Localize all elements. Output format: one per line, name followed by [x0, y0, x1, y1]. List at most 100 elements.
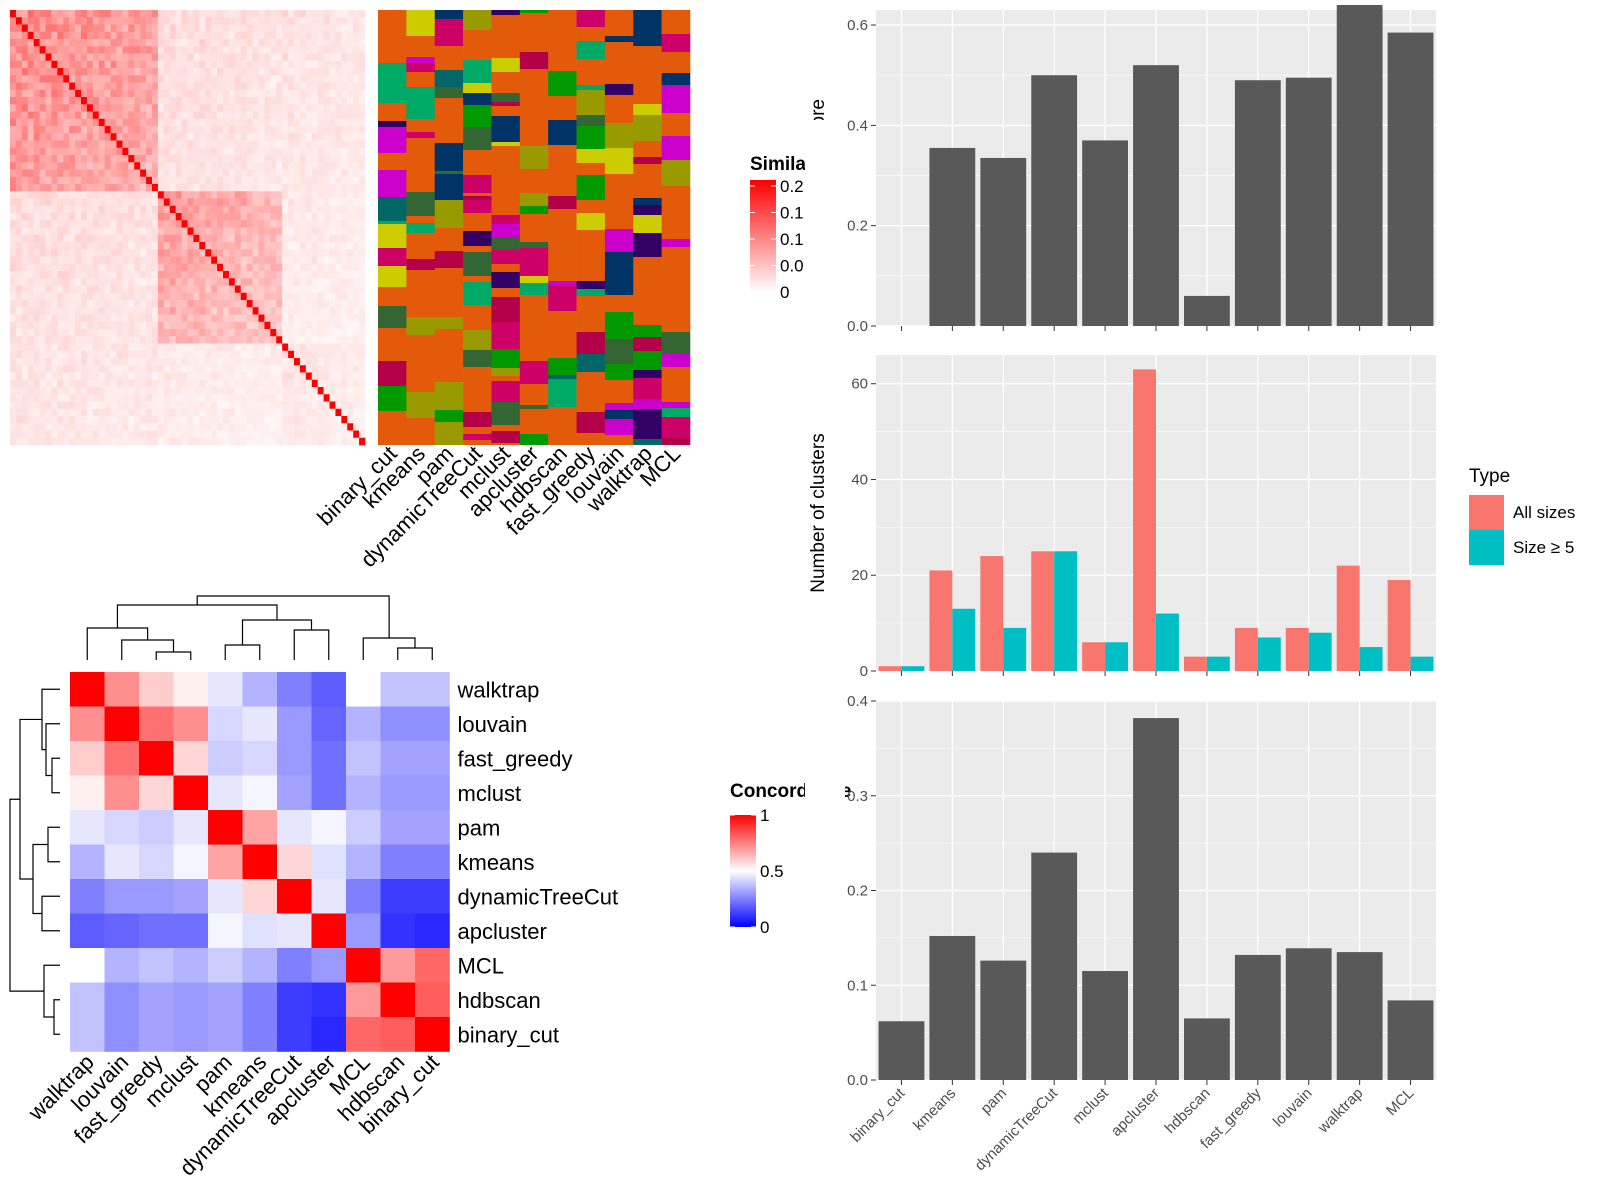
similarity-cell [323, 234, 330, 243]
similarity-cell [341, 408, 348, 417]
similarity-cell [335, 307, 342, 315]
similarity-cell [33, 10, 40, 18]
similarity-cell [75, 372, 82, 381]
similarity-cell [116, 300, 123, 308]
similarity-cell [223, 31, 230, 40]
concordance-cell [242, 810, 278, 845]
similarity-cell [181, 416, 188, 424]
similarity-cell [311, 133, 318, 141]
similarity-cell [341, 379, 348, 388]
similarity-cell [75, 155, 82, 163]
cluster-label-cell [633, 141, 662, 157]
similarity-cell [228, 10, 236, 18]
similarity-cell [21, 271, 29, 279]
similarity-cell [81, 234, 88, 243]
similarity-cell [175, 39, 182, 47]
concordance-cell [415, 879, 450, 914]
similarity-cell [116, 31, 123, 40]
similarity-cell [341, 133, 348, 141]
similarity-cell [98, 350, 105, 359]
similarity-cell [187, 249, 194, 257]
similarity-cell [157, 198, 165, 207]
similarity-cell [299, 53, 307, 62]
similarity-cell [98, 372, 105, 381]
similarity-cell [276, 401, 283, 410]
similarity-cell [217, 53, 224, 62]
similarity-cell [157, 176, 165, 185]
similarity-cell [69, 365, 76, 373]
similarity-cell [264, 242, 271, 250]
similarity-cell [359, 220, 366, 228]
similarity-cell [104, 198, 111, 207]
concordance-cell [139, 672, 174, 707]
similarity-cell [146, 256, 153, 265]
similarity-cell [157, 423, 165, 431]
similarity-cell [116, 104, 123, 112]
similarity-cell [211, 89, 218, 98]
similarity-cell [51, 321, 58, 330]
similarity-cell [223, 358, 230, 366]
similarity-cell [223, 68, 230, 76]
similarity-cell [75, 68, 82, 76]
cluster-label-cell [661, 293, 691, 311]
dendrogram-branch [19, 718, 42, 880]
similarity-cell [86, 234, 94, 243]
cluster-label-cell [434, 143, 464, 162]
cluster-label-cell [406, 259, 436, 270]
similarity-cell [45, 155, 52, 163]
concordance-cell [104, 741, 140, 776]
similarity-cell [234, 379, 242, 388]
similarity-cell [63, 408, 70, 417]
similarity-cell [211, 430, 218, 439]
similarity-cell [45, 24, 52, 33]
similarity-cell [223, 39, 230, 47]
similarity-cell [199, 242, 206, 250]
similarity-cell [175, 24, 182, 33]
similarity-cell [21, 285, 29, 294]
bar-binary_cut-all-sizes [878, 666, 902, 671]
cluster-label-cell [661, 402, 691, 408]
similarity-cell [92, 140, 100, 149]
cluster-label-cell [548, 351, 577, 358]
similarity-cell [223, 278, 230, 286]
similarity-cell [181, 191, 188, 199]
similarity-cell [104, 227, 111, 236]
similarity-cell [175, 394, 182, 402]
concordance-cell [311, 982, 347, 1018]
similarity-cell [81, 89, 88, 98]
cluster-label-cell [604, 419, 634, 435]
similarity-cell [199, 191, 206, 199]
similarity-cell [234, 31, 242, 40]
similarity-cell [51, 176, 58, 185]
similarity-cell [311, 314, 318, 323]
similarity-cell [57, 292, 64, 301]
similarity-cell [294, 416, 301, 424]
similarity-cell [323, 205, 330, 214]
similarity-cell [317, 430, 324, 439]
similarity-cell [122, 263, 129, 272]
similarity-cell [63, 372, 70, 381]
concordance-cell [104, 775, 140, 811]
similarity-cell [39, 126, 46, 134]
similarity-cell [110, 191, 117, 199]
similarity-cell [329, 162, 336, 170]
similarity-cell [341, 350, 348, 359]
similarity-cell [45, 97, 52, 105]
similarity-cell [335, 387, 342, 395]
similarity-cell [33, 220, 40, 228]
similarity-cell [223, 401, 230, 410]
similarity-cell [264, 104, 271, 112]
dendrogram-branch [45, 723, 60, 777]
similarity-cell [258, 372, 265, 381]
similarity-cell [175, 46, 182, 54]
similarity-cell [69, 198, 76, 207]
similarity-cell [270, 169, 277, 178]
similarity-cell [217, 111, 224, 120]
cluster-label-cell [633, 351, 662, 370]
similarity-cell [258, 292, 265, 301]
similarity-cell [258, 75, 265, 83]
similarity-cell [223, 227, 230, 236]
similarity-cell [353, 60, 360, 69]
similarity-cell [270, 68, 277, 76]
